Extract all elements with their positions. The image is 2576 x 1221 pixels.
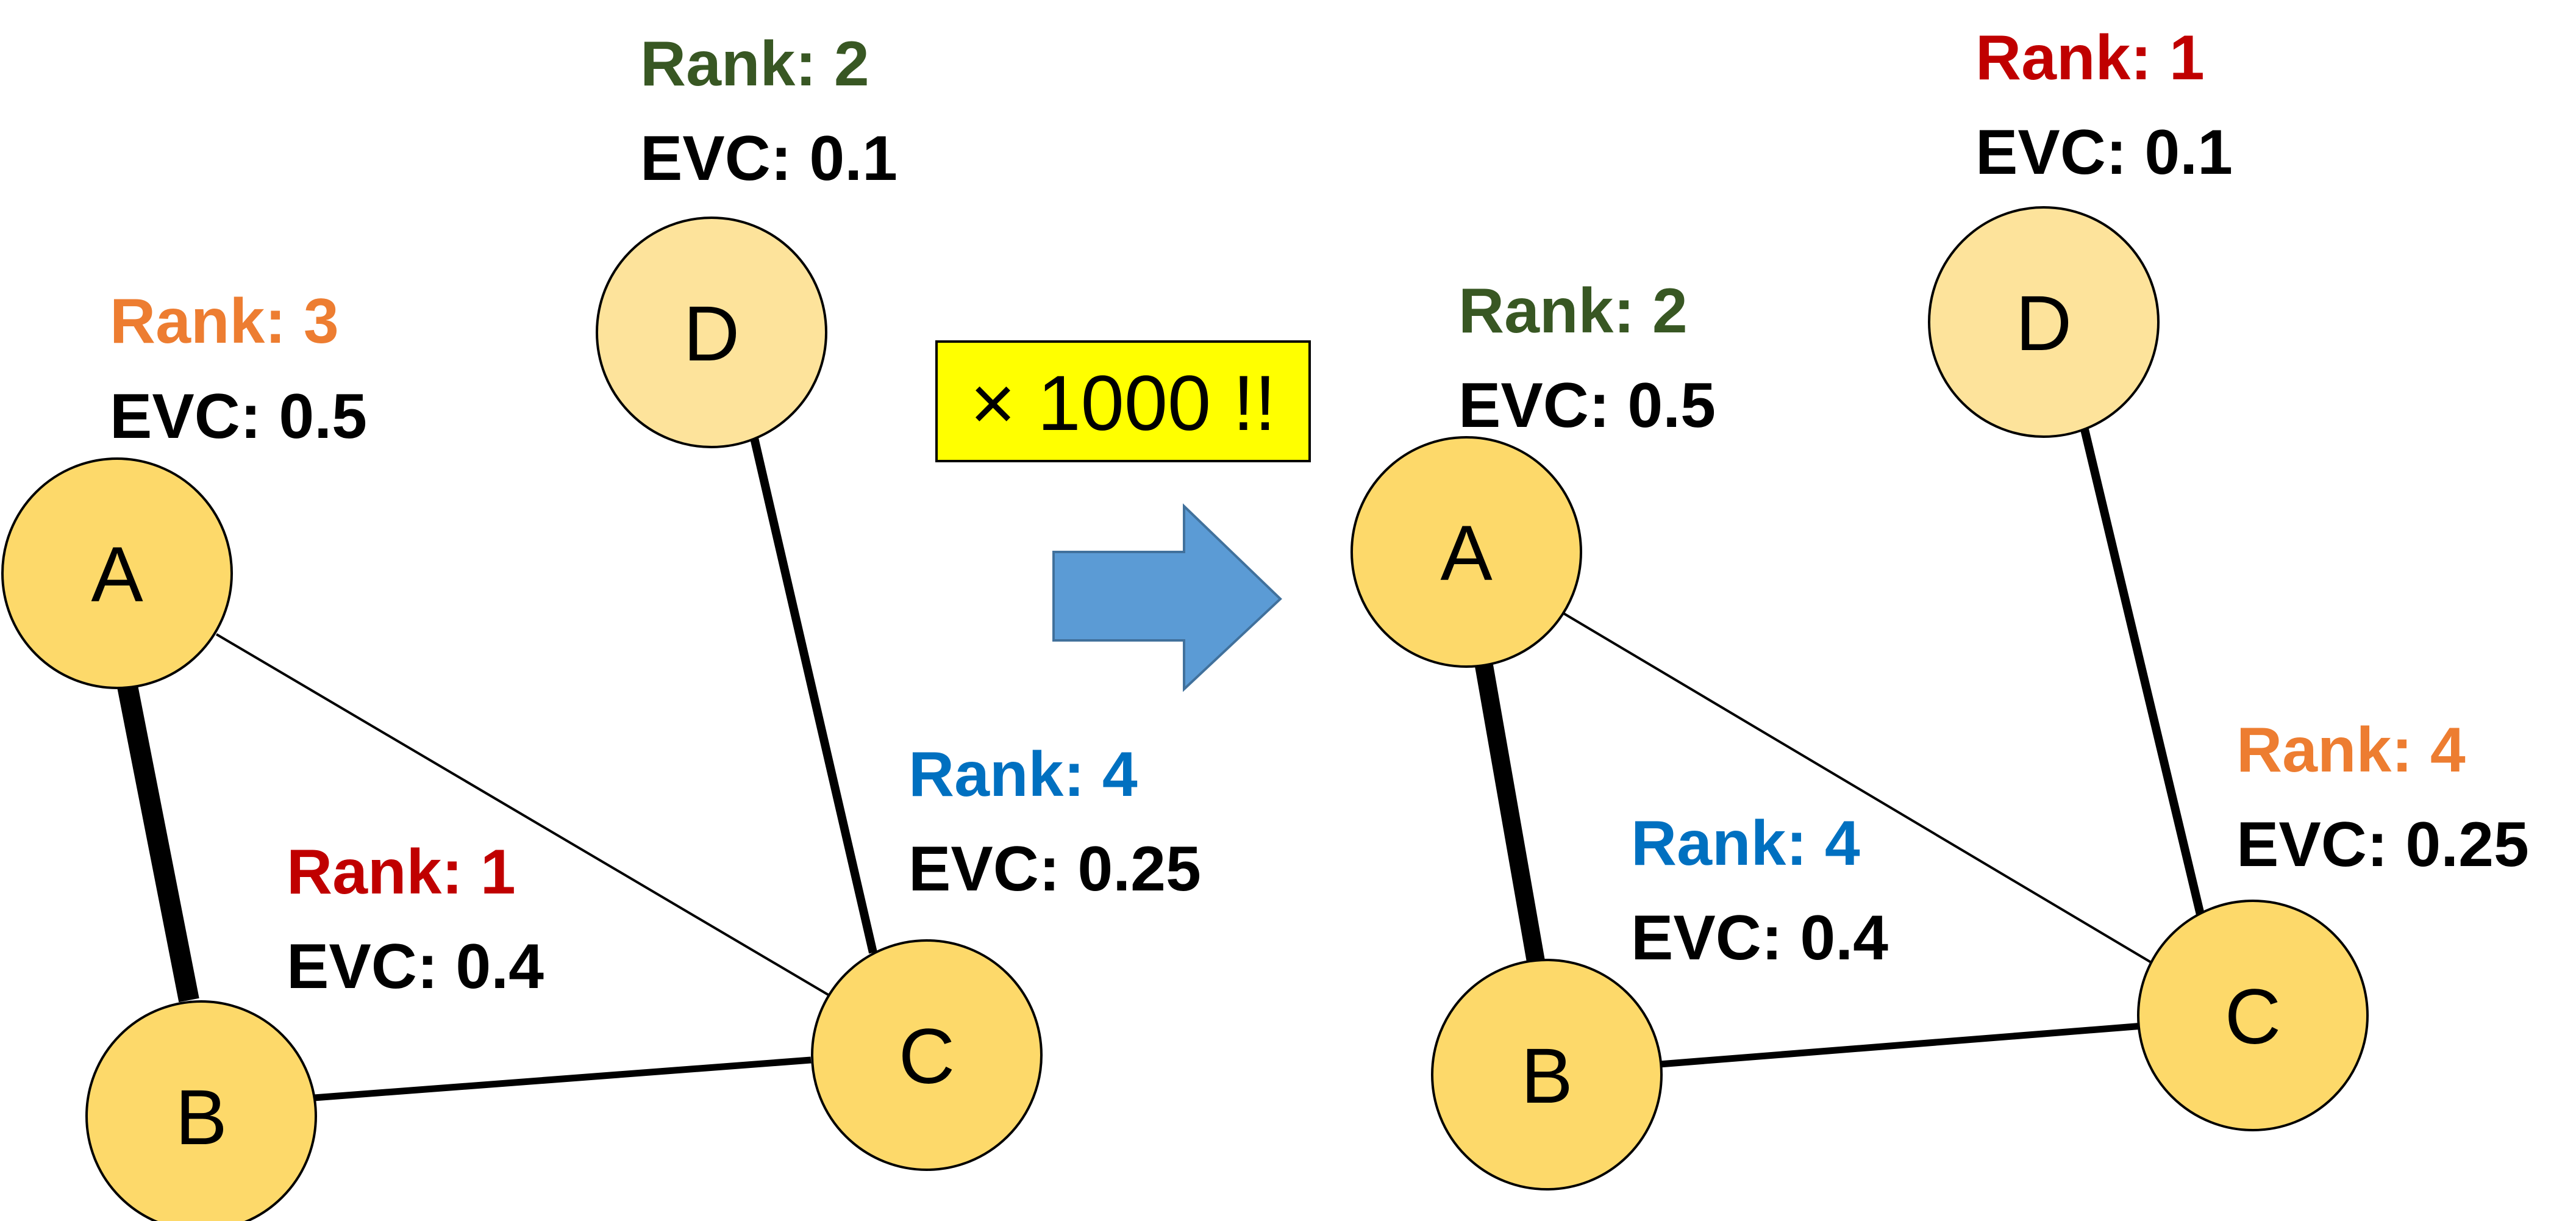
right-rank-b: Rank: 4 <box>1631 808 1860 879</box>
left-rank-c: Rank: 4 <box>908 739 1138 810</box>
left-rank-b: Rank: 1 <box>287 837 516 908</box>
left-graph: A B C D Rank: 3 EVC: 0.5 Rank: 1 EVC: 0.… <box>1 29 1201 1221</box>
left-edge-a-b <box>116 681 199 1003</box>
left-node-a: A <box>1 457 233 689</box>
left-evc-c: EVC: 0.25 <box>908 834 1201 904</box>
right-node-b: B <box>1431 959 1663 1191</box>
right-node-d: D <box>1928 206 2160 438</box>
right-node-a-circle <box>1350 436 1582 668</box>
right-evc-b: EVC: 0.4 <box>1631 903 1888 973</box>
right-node-a-label: A <box>1440 510 1493 597</box>
transform-badge-box <box>935 340 1311 462</box>
left-node-c-circle <box>811 939 1043 1171</box>
left-node-b-label: B <box>175 1074 227 1161</box>
right-edge-a-c <box>1563 612 2163 970</box>
right-node-d-label: D <box>2016 280 2072 367</box>
right-edge-d-c <box>2080 426 2207 923</box>
right-node-c-label: C <box>2225 973 2281 1061</box>
right-edge-a-b <box>1474 657 1546 967</box>
left-node-b-circle <box>85 1000 317 1221</box>
right-node-b-circle <box>1431 959 1663 1191</box>
left-edge-a-c <box>215 633 830 997</box>
left-node-a-label: A <box>91 531 143 618</box>
left-evc-a: EVC: 0.5 <box>110 381 367 452</box>
right-rank-c: Rank: 4 <box>2236 715 2466 786</box>
right-rank-a: Rank: 2 <box>1458 276 1688 346</box>
left-rank-d: Rank: 2 <box>640 29 869 99</box>
right-evc-c: EVC: 0.25 <box>2236 809 2529 880</box>
left-node-a-circle <box>1 457 233 689</box>
right-edge-b-c <box>1659 1022 2144 1068</box>
transform-badge: × 1000 !! <box>935 340 1311 462</box>
right-arrow-icon <box>1052 503 1282 692</box>
left-node-c-label: C <box>899 1013 955 1100</box>
right-rank-d: Rank: 1 <box>1975 23 2205 93</box>
left-edge-d-c <box>749 434 877 954</box>
right-node-a: A <box>1350 436 1582 668</box>
left-edge-b-c <box>313 1056 812 1101</box>
left-evc-b: EVC: 0.4 <box>287 931 544 1002</box>
left-rank-a: Rank: 3 <box>110 286 339 357</box>
transform-badge-text: × 1000 !! <box>970 360 1276 447</box>
right-node-c-circle <box>2137 900 2369 1131</box>
left-node-d-circle <box>596 217 827 448</box>
right-graph: A B C D Rank: 2 EVC: 0.5 Rank: 4 EVC: 0.… <box>1350 23 2529 1191</box>
left-node-c: C <box>811 939 1043 1171</box>
right-evc-a: EVC: 0.5 <box>1458 370 1716 441</box>
right-node-c: C <box>2137 900 2369 1131</box>
right-node-b-label: B <box>1521 1033 1572 1120</box>
right-evc-d: EVC: 0.1 <box>1975 117 2233 188</box>
left-evc-d: EVC: 0.1 <box>640 123 897 194</box>
right-node-d-circle <box>1928 206 2160 438</box>
left-node-d: D <box>596 217 827 448</box>
left-node-b: B <box>85 1000 317 1221</box>
left-node-d-label: D <box>683 290 740 378</box>
